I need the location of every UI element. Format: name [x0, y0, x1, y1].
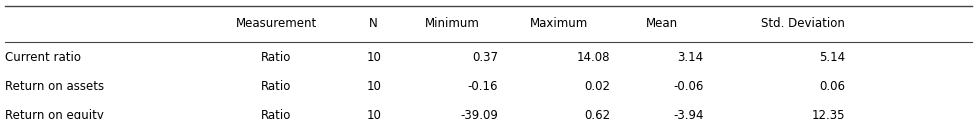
- Text: Current ratio: Current ratio: [5, 51, 81, 64]
- Text: Ratio: Ratio: [261, 80, 291, 93]
- Text: 10: 10: [366, 109, 381, 119]
- Text: Minimum: Minimum: [424, 17, 480, 30]
- Text: Maximum: Maximum: [531, 17, 588, 30]
- Text: 0.02: 0.02: [584, 80, 611, 93]
- Text: -39.09: -39.09: [460, 109, 498, 119]
- Text: 14.08: 14.08: [577, 51, 611, 64]
- Text: 0.06: 0.06: [819, 80, 845, 93]
- Text: Ratio: Ratio: [261, 51, 291, 64]
- Text: -0.06: -0.06: [673, 80, 703, 93]
- Text: -0.16: -0.16: [468, 80, 498, 93]
- Text: Std. Deviation: Std. Deviation: [761, 17, 845, 30]
- Text: Mean: Mean: [646, 17, 678, 30]
- Text: 5.14: 5.14: [819, 51, 845, 64]
- Text: N: N: [369, 17, 378, 30]
- Text: 10: 10: [366, 80, 381, 93]
- Text: Return on equity: Return on equity: [5, 109, 104, 119]
- Text: Measurement: Measurement: [235, 17, 317, 30]
- Text: 0.37: 0.37: [472, 51, 498, 64]
- Text: -3.94: -3.94: [673, 109, 703, 119]
- Text: 12.35: 12.35: [812, 109, 845, 119]
- Text: Ratio: Ratio: [261, 109, 291, 119]
- Text: Return on assets: Return on assets: [5, 80, 104, 93]
- Text: 3.14: 3.14: [677, 51, 703, 64]
- Text: 0.62: 0.62: [584, 109, 611, 119]
- Text: 10: 10: [366, 51, 381, 64]
